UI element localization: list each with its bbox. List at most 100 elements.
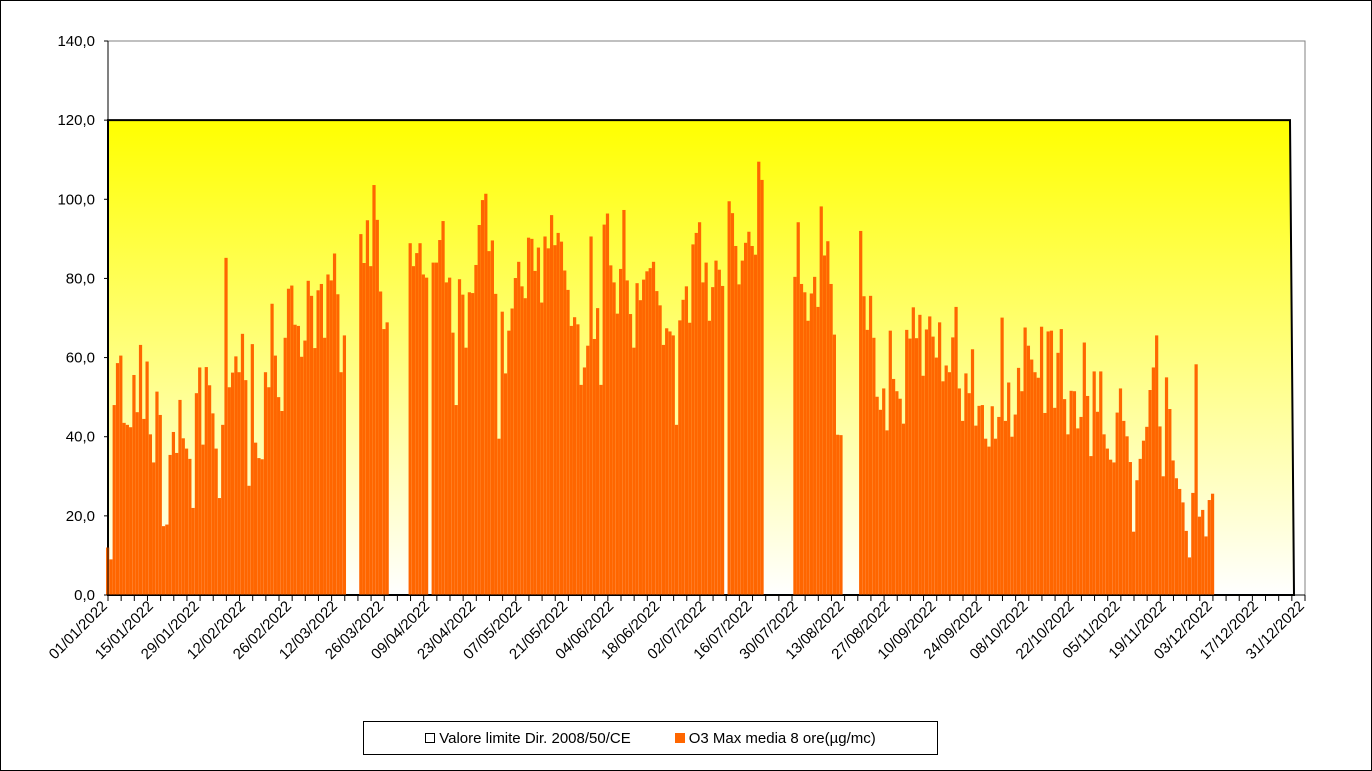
bar bbox=[730, 213, 735, 595]
bar bbox=[247, 485, 251, 595]
y-tick-label: 40,0 bbox=[66, 429, 95, 446]
bar bbox=[1076, 428, 1080, 595]
bar bbox=[688, 322, 692, 595]
bar bbox=[188, 458, 192, 595]
bar bbox=[1138, 458, 1142, 595]
bar bbox=[822, 255, 827, 596]
bar bbox=[306, 280, 310, 595]
bar bbox=[704, 262, 708, 595]
bar bbox=[434, 262, 439, 595]
bar bbox=[543, 236, 547, 596]
bar bbox=[859, 230, 863, 595]
bar bbox=[1135, 480, 1139, 595]
bar bbox=[1115, 412, 1119, 595]
bar bbox=[1049, 330, 1054, 595]
bar bbox=[286, 288, 291, 595]
bar bbox=[714, 260, 718, 595]
bar bbox=[701, 282, 705, 595]
bar bbox=[694, 232, 698, 596]
bar bbox=[536, 247, 541, 595]
bar bbox=[161, 526, 166, 595]
bar bbox=[658, 305, 662, 595]
bar bbox=[444, 282, 448, 595]
bar bbox=[619, 268, 623, 595]
bar bbox=[204, 367, 208, 595]
bar bbox=[951, 337, 955, 595]
bar bbox=[148, 434, 152, 595]
bar bbox=[277, 397, 281, 595]
bar bbox=[546, 248, 550, 595]
bar bbox=[494, 293, 498, 595]
bar bbox=[1155, 335, 1159, 595]
bar bbox=[336, 294, 340, 595]
bar bbox=[1161, 476, 1165, 595]
bar bbox=[645, 271, 649, 595]
bar bbox=[934, 357, 938, 595]
bar bbox=[753, 254, 758, 595]
bar bbox=[947, 372, 952, 595]
bar bbox=[273, 355, 277, 595]
bar bbox=[635, 283, 639, 595]
bar bbox=[194, 393, 199, 595]
bar bbox=[415, 253, 419, 595]
bar bbox=[549, 215, 554, 596]
bar bbox=[750, 245, 754, 596]
bar bbox=[1125, 436, 1129, 595]
bar bbox=[290, 285, 294, 595]
bar bbox=[375, 219, 379, 596]
bar bbox=[138, 344, 143, 595]
bar bbox=[1204, 536, 1208, 595]
bars-group bbox=[106, 161, 1215, 596]
bar bbox=[1036, 377, 1040, 595]
bar bbox=[737, 284, 741, 595]
bar bbox=[711, 287, 715, 595]
bar bbox=[760, 179, 764, 595]
bar bbox=[651, 261, 656, 595]
bar bbox=[540, 302, 544, 595]
bar bbox=[1010, 436, 1014, 595]
bar bbox=[836, 434, 840, 595]
bar bbox=[224, 257, 228, 595]
bar bbox=[1007, 382, 1011, 595]
bar bbox=[184, 448, 189, 595]
bar bbox=[244, 380, 248, 595]
bar bbox=[924, 329, 929, 595]
bar bbox=[1201, 509, 1205, 595]
bar bbox=[625, 280, 629, 595]
bar bbox=[217, 498, 222, 595]
bar bbox=[734, 245, 738, 596]
bar bbox=[993, 438, 998, 595]
bar bbox=[875, 396, 879, 595]
bar bbox=[1122, 420, 1126, 595]
bar bbox=[586, 345, 590, 595]
bar bbox=[431, 262, 435, 595]
y-ticks-group: 0,0 20,0 40,0 60,0 80,0 100,0 120,0 140,0 bbox=[57, 33, 108, 604]
bar bbox=[1207, 500, 1211, 595]
bar bbox=[339, 372, 343, 595]
bar bbox=[628, 314, 633, 595]
bar bbox=[941, 381, 945, 595]
bar bbox=[1128, 462, 1132, 595]
bar bbox=[142, 418, 146, 595]
bar bbox=[569, 325, 573, 595]
bar bbox=[109, 559, 113, 595]
bar bbox=[691, 244, 695, 595]
bar bbox=[957, 388, 961, 595]
bar bbox=[448, 277, 452, 595]
bar bbox=[1174, 478, 1178, 595]
bar bbox=[921, 375, 925, 595]
bar bbox=[359, 234, 363, 596]
bar bbox=[122, 422, 126, 595]
bar bbox=[576, 324, 580, 595]
bar bbox=[697, 222, 702, 596]
bar bbox=[201, 444, 205, 595]
bar bbox=[1069, 390, 1073, 595]
bar bbox=[115, 363, 120, 595]
bar bbox=[296, 325, 300, 595]
bar bbox=[362, 263, 366, 595]
bar bbox=[230, 372, 235, 595]
y-tick-label: 60,0 bbox=[66, 350, 95, 367]
bar bbox=[596, 308, 600, 595]
bar bbox=[928, 316, 932, 595]
bar bbox=[1039, 326, 1044, 595]
